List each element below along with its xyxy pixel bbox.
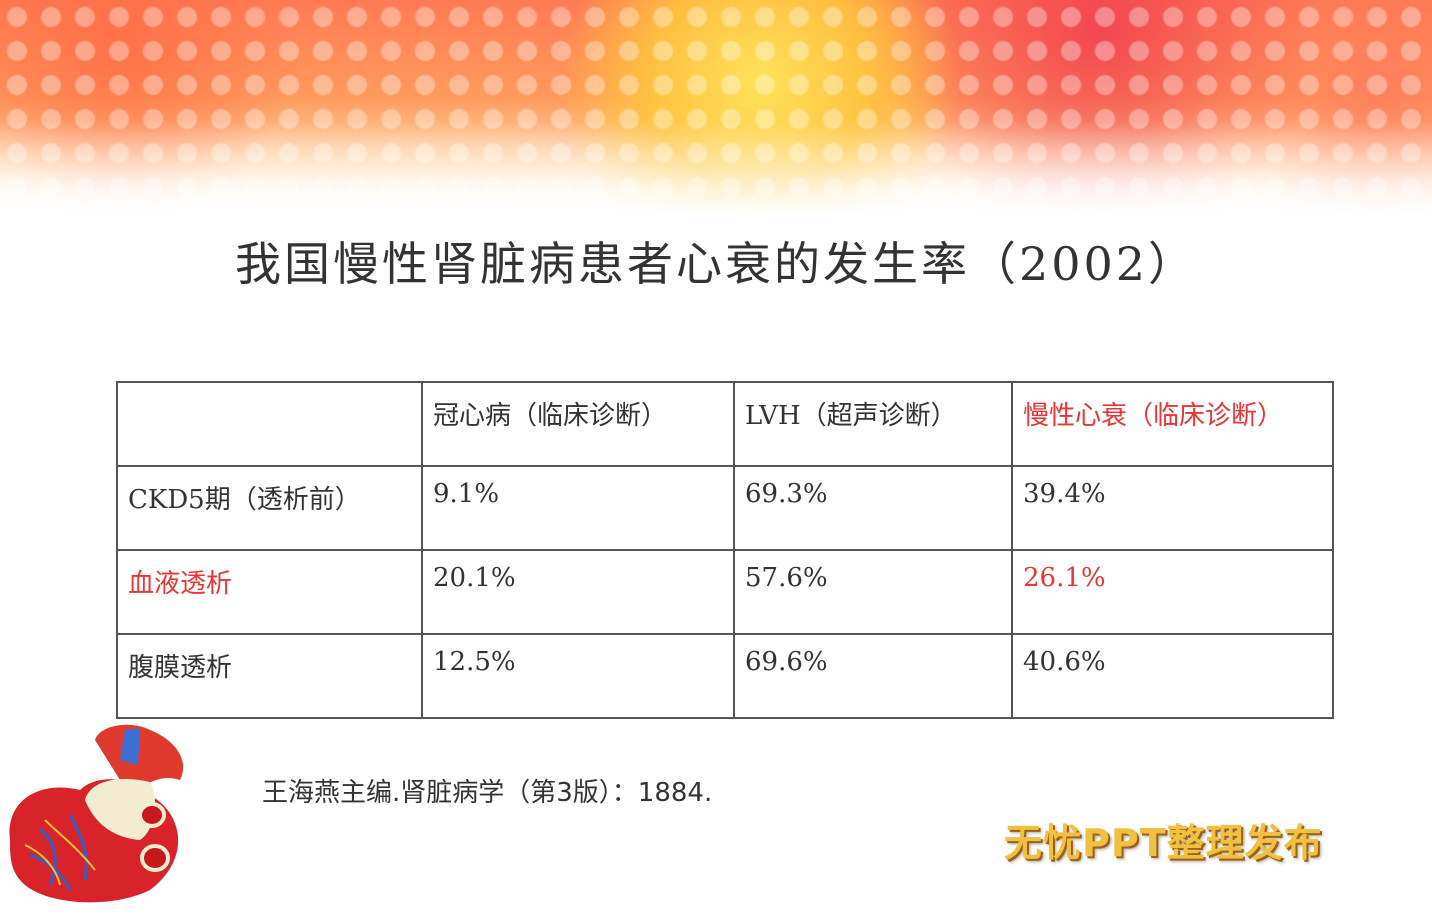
table-cell-highlight: 26.1% — [1011, 549, 1334, 635]
table-header-row: 冠心病（临床诊断） LVH（超声诊断） 慢性心衰（临床诊断） — [116, 381, 1334, 467]
slide-title: 我国慢性肾脏病患者心衰的发生率（2002） — [234, 237, 1198, 291]
header-banner-image — [0, 0, 1432, 215]
incidence-table: 冠心病（临床诊断） LVH（超声诊断） 慢性心衰（临床诊断） CKD5期（透析前… — [116, 381, 1334, 719]
table-cell: 20.1% — [421, 549, 735, 635]
header-chronic-heart-failure: 慢性心衰（临床诊断） — [1011, 381, 1334, 467]
table-row: 血液透析 20.1% 57.6% 26.1% — [116, 549, 1334, 635]
row-label-peritoneal-dialysis: 腹膜透析 — [116, 633, 423, 719]
banner-fade — [0, 120, 1432, 215]
watermark-logo: 无忧PPT整理发布 — [1004, 821, 1323, 865]
header-coronary-disease: 冠心病（临床诊断） — [421, 381, 735, 467]
table-cell: 9.1% — [421, 465, 735, 551]
row-label-hemodialysis: 血液透析 — [116, 549, 423, 635]
table-cell: 40.6% — [1011, 633, 1334, 719]
table-cell: 69.3% — [733, 465, 1013, 551]
citation-text: 王海燕主编.肾脏病学（第3版）：1884. — [262, 778, 713, 808]
table-row: 腹膜透析 12.5% 69.6% 40.6% — [116, 633, 1334, 719]
table-cell: 12.5% — [421, 633, 735, 719]
table-cell: 69.6% — [733, 633, 1013, 719]
table-corner-cell — [116, 381, 423, 467]
row-label-ckd5: CKD5期（透析前） — [116, 465, 423, 551]
heart-model-image — [9, 724, 184, 903]
table-cell: 57.6% — [733, 549, 1013, 635]
table-row: CKD5期（透析前） 9.1% 69.3% 39.4% — [116, 465, 1334, 551]
header-lvh: LVH（超声诊断） — [733, 381, 1013, 467]
table-cell: 39.4% — [1011, 465, 1334, 551]
